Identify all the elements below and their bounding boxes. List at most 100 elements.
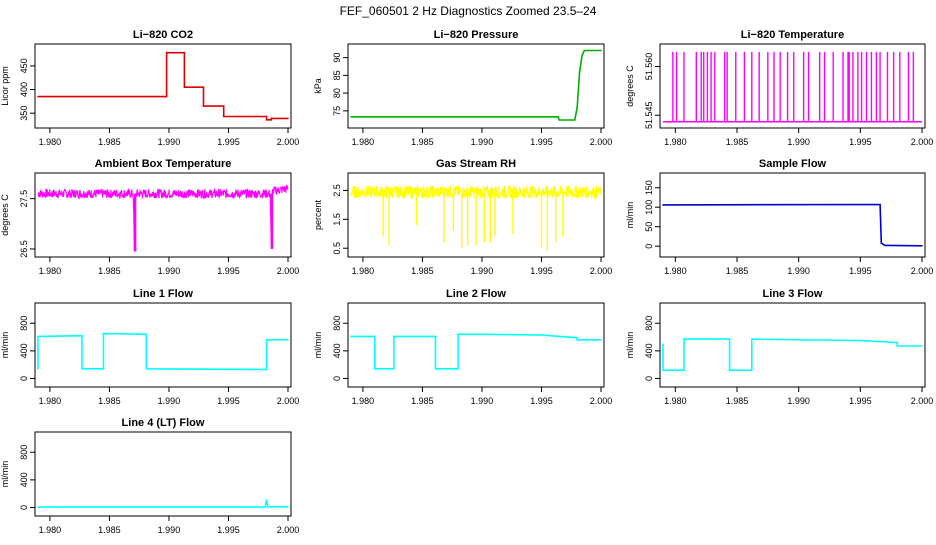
x-tick-label: 1.985 [726,396,749,406]
data-point [884,244,886,247]
x-tick-label: 1.980 [664,396,687,406]
x-tick-label: 1.995 [849,396,872,406]
plot-frame [347,302,605,388]
data-point [581,55,583,57]
series-line [662,203,923,247]
data-point [683,338,685,340]
data-point [576,339,578,341]
data-point [434,368,437,370]
series-group [37,51,289,121]
data-point [662,369,664,372]
data-point [576,337,578,339]
y-tick-label: 450 [19,58,29,73]
x-tick-label: 1.980 [39,137,62,147]
y-axis-label: percent [313,199,323,230]
data-point [683,369,685,372]
series-line [38,499,288,508]
x-tick-label: 2.000 [590,137,613,147]
data-point [896,341,899,344]
chart-title: Ambient Box Temperature [95,158,232,170]
x-tick-label: 1.980 [39,396,62,406]
x-tick-label: 1.980 [664,137,687,147]
data-point [921,245,923,247]
panel-li-820-pressure: Li−820 Pressure 1.980 1.985 1.990 1.995 2.000… [313,29,612,147]
chart-title: Line 2 Flow [446,288,506,300]
x-tick-label: 2.000 [911,396,934,406]
data-point [270,119,273,121]
y-tick-label: 800 [332,316,342,331]
series-group [350,333,602,370]
y-tick-label: 90 [332,53,342,63]
data-point [574,119,576,121]
y-tick-label: 150 [644,180,654,195]
plot-frame [659,302,926,388]
x-tick-label: 1.985 [98,137,121,147]
data-point [265,115,268,118]
panel-li-820-co2: Li−820 CO2 1.980 1.985 1.990 1.995 2.000 350 40… [0,29,299,147]
y-tick-label: 0 [19,376,29,381]
series-line [351,49,601,121]
x-tick-label: 1.995 [530,396,553,406]
x-tick-label: 1.990 [787,137,810,147]
data-point [202,86,205,88]
y-tick-label: 0 [644,376,654,381]
x-tick-label: 1.995 [217,266,240,276]
data-point [540,334,543,336]
x-tick-label: 1.985 [98,396,121,406]
x-tick-label: 2.000 [590,266,613,276]
x-tick-label: 1.980 [352,396,375,406]
y-tick-label: 0 [644,244,654,249]
chart-title: Gas Stream RH [436,158,516,170]
data-point [287,117,289,120]
series-group [350,49,602,121]
data-point [183,86,186,88]
x-tick-label: 2.000 [277,266,300,276]
x-tick-label: 1.990 [471,266,494,276]
y-tick-label: 75 [332,106,342,116]
y-tick-label: 85 [332,70,342,80]
y-tick-label: 350 [19,106,29,121]
plot-frame [347,43,605,129]
plot-frame [347,172,605,258]
data-point [81,334,83,337]
data-point [265,339,268,341]
data-point [600,49,602,52]
x-tick-label: 1.995 [530,137,553,147]
y-tick-label: 800 [644,316,654,331]
y-axis-label: ml/min [313,332,323,359]
data-point [557,116,559,118]
data-point [457,368,459,370]
chart-title: Line 1 Flow [133,288,193,300]
plot-frame [34,302,292,388]
chart-title: Li−820 Pressure [434,29,519,41]
data-point [37,95,39,98]
y-tick-label: 400 [19,343,29,358]
data-point [102,368,105,370]
y-tick-label: 2.5 [332,184,342,197]
x-tick-label: 1.980 [39,525,62,535]
x-tick-label: 1.980 [352,266,375,276]
plot-frame [34,43,292,129]
y-axis-label: ml/min [625,332,635,359]
panel-line-4-lt-flow: Line 4 (LT) Flow 1.980 1.985 1.990 1.995 2.00… [0,417,299,535]
y-tick-label: 51.545 [644,101,654,129]
chart-title: Sample Flow [759,158,827,170]
panel-line-3-flow: Line 3 Flow 1.980 1.985 1.990 1.995 2.000 0 400… [625,288,933,406]
data-point [81,368,83,370]
series-group [350,184,602,252]
y-tick-label: 0 [19,505,29,510]
y-tick-label: 26.5 [19,240,29,258]
y-tick-label: 100 [644,200,654,215]
data-point [393,368,395,370]
x-tick-label: 2.000 [911,266,934,276]
x-tick-label: 1.985 [98,266,121,276]
x-tick-label: 1.995 [217,137,240,147]
data-point [896,345,899,347]
chart-title: Li−820 Temperature [741,29,844,41]
plot-frame [659,172,926,258]
data-point [481,333,483,336]
y-tick-label: 27.5 [19,190,29,208]
panel-line-1-flow: Line 1 Flow 1.980 1.985 1.990 1.995 2.000 0 400… [0,288,299,406]
data-point [583,49,586,52]
